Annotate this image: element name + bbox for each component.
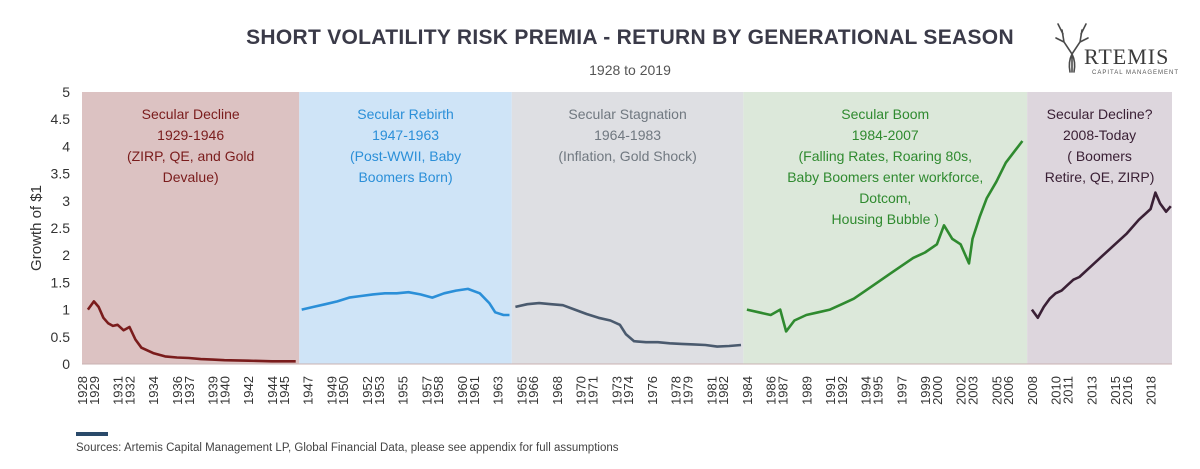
region-3 <box>511 92 744 364</box>
region-label-5: Secular Decline? 2008-Today( Boomers Retir… <box>1045 106 1155 185</box>
x-tick-label: 1940 <box>217 376 232 405</box>
x-tick-label: 1931 <box>111 376 126 405</box>
x-tick-label: 1966 <box>526 376 541 405</box>
x-tick-label: 1958 <box>431 376 446 405</box>
x-tick-label: 1987 <box>776 376 791 405</box>
x-tick-label: 1989 <box>799 376 814 405</box>
region-1 <box>82 92 300 364</box>
x-tick-label: 1968 <box>550 376 565 405</box>
x-tick-label: 1965 <box>514 376 529 405</box>
x-tick-label: 1970 <box>574 376 589 405</box>
x-tick-label: 2015 <box>1108 376 1123 405</box>
x-tick-label: 2006 <box>1001 376 1016 405</box>
x-tick-label: 1991 <box>823 376 838 405</box>
logo-subtext: CAPITAL MANAGEMENT <box>1092 70 1180 76</box>
y-tick-label: 2 <box>62 247 70 263</box>
x-tick-label: 1947 <box>301 376 316 405</box>
x-tick-label: 2010 <box>1049 376 1064 405</box>
x-tick-label: 2013 <box>1084 376 1099 405</box>
x-tick-label: 1953 <box>372 376 387 405</box>
x-tick-label: 1974 <box>621 376 636 405</box>
x-tick-label: 1971 <box>586 376 601 405</box>
x-tick-label: 1944 <box>265 376 280 405</box>
x-tick-label: 1999 <box>918 376 933 405</box>
x-tick-label: 1939 <box>206 376 221 405</box>
x-tick-label: 1936 <box>170 376 185 405</box>
y-tick-label: 0.5 <box>51 329 71 345</box>
region-label-1: Secular Decline 1929-1946 (ZIRP, QE, and G… <box>127 106 254 185</box>
x-tick-label: 1992 <box>835 376 850 405</box>
series-line-3 <box>515 301 742 348</box>
y-tick-label: 2.5 <box>51 220 71 236</box>
x-tick-label: 2018 <box>1144 376 1159 405</box>
x-tick-label: 1928 <box>75 376 90 405</box>
x-tick-label: 2005 <box>989 376 1004 405</box>
x-tick-label: 1976 <box>645 376 660 405</box>
x-tick-label: 1952 <box>360 376 375 405</box>
x-tick-label: 1942 <box>241 376 256 405</box>
x-tick-label: 1986 <box>764 376 779 405</box>
x-tick-label: 1978 <box>669 376 684 405</box>
y-tick-label: 4 <box>62 138 70 154</box>
artemis-logo <box>1055 23 1089 73</box>
y-tick-label: 0 <box>62 356 70 372</box>
y-tick-label: 1.5 <box>51 274 71 290</box>
x-tick-label: 1949 <box>324 376 339 405</box>
x-tick-label: 2003 <box>966 376 981 405</box>
x-tick-label: 1937 <box>182 376 197 405</box>
x-tick-label: 1979 <box>681 376 696 405</box>
x-tick-label: 1955 <box>396 376 411 405</box>
region-label-3: Secular Stagnation 1964-1983 (Inflation, G… <box>558 106 697 164</box>
y-tick-label: 3 <box>62 193 70 209</box>
y-axis-label: Growth of $1 <box>28 185 45 271</box>
x-tick-label: 1934 <box>146 376 161 405</box>
region-label-2: Secular Rebirth 1947-1963 (Post-WWII, Baby… <box>350 106 461 185</box>
x-tick-label: 1929 <box>87 376 102 405</box>
x-tick-label: 1984 <box>740 376 755 405</box>
chart-subtitle: 1928 to 2019 <box>589 62 671 78</box>
x-tick-label: 1997 <box>894 376 909 405</box>
legend-marker <box>76 432 108 436</box>
y-tick-label: 4.5 <box>51 111 71 127</box>
x-tick-label: 1957 <box>419 376 434 405</box>
region-label-4: Secular Boom 1984-2007 (Falling Rates, Roa… <box>787 106 983 227</box>
region-4 <box>743 92 1028 364</box>
x-tick-label: 1945 <box>277 376 292 405</box>
chart-title: SHORT VOLATILITY RISK PREMIA - RETURN BY… <box>246 26 1014 49</box>
region-2 <box>299 92 512 364</box>
x-tick-label: 1961 <box>467 376 482 405</box>
x-tick-label: 1950 <box>336 376 351 405</box>
x-tick-label: 2002 <box>954 376 969 405</box>
logo-text: RTEMIS <box>1084 44 1170 69</box>
x-tick-label: 1982 <box>716 376 731 405</box>
x-tick-label: 1963 <box>491 376 506 405</box>
y-tick-label: 1 <box>62 302 70 318</box>
series-line-5 <box>1030 191 1172 320</box>
y-tick-label: 3.5 <box>51 166 71 182</box>
x-tick-label: 1981 <box>704 376 719 405</box>
series-line-4 <box>746 140 1024 333</box>
x-tick-label: 1973 <box>609 376 624 405</box>
x-tick-label: 2016 <box>1120 376 1135 405</box>
x-tick-label: 2000 <box>930 376 945 405</box>
x-tick-label: 2011 <box>1061 376 1076 404</box>
series-line-1 <box>86 300 296 363</box>
x-tick-label: 1960 <box>455 376 470 405</box>
x-tick-label: 1994 <box>859 376 874 405</box>
source-note: Sources: Artemis Capital Management LP, … <box>76 442 619 454</box>
x-tick-label: 1932 <box>122 376 137 405</box>
series-line-2 <box>301 287 510 317</box>
x-tick-label: 1995 <box>871 376 886 405</box>
x-tick-label: 2008 <box>1025 376 1040 405</box>
region-5 <box>1027 92 1172 364</box>
y-tick-label: 5 <box>62 84 70 100</box>
